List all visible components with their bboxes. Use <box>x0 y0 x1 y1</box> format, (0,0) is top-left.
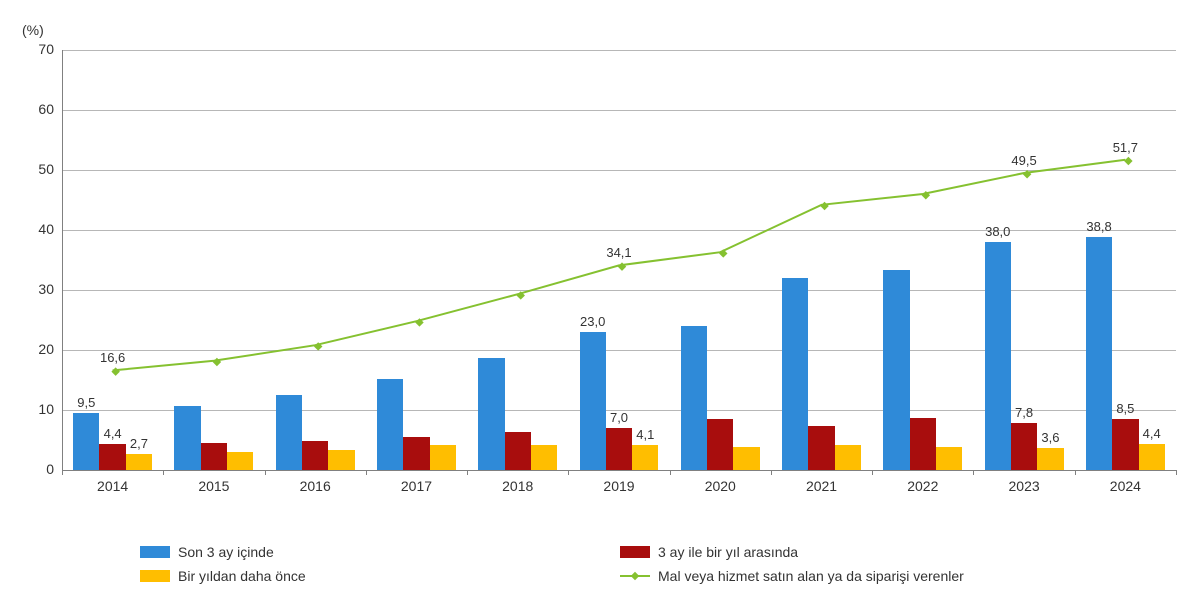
bar-data-label: 7,8 <box>1015 405 1033 420</box>
line-marker <box>111 367 119 375</box>
x-tick-label: 2017 <box>401 478 432 494</box>
x-tick-mark <box>973 470 974 475</box>
x-tick-mark <box>872 470 873 475</box>
x-tick-label: 2015 <box>198 478 229 494</box>
legend-item: Son 3 ay içinde <box>140 540 620 564</box>
bar-data-label: 4,4 <box>1143 426 1161 441</box>
bar-data-label: 3,6 <box>1041 430 1059 445</box>
legend-item: Mal veya hizmet satın alan ya da sipariş… <box>620 564 1100 588</box>
legend-swatch <box>620 575 650 577</box>
line-marker <box>820 202 828 210</box>
x-tick-label: 2023 <box>1009 478 1040 494</box>
line-marker <box>1124 157 1132 165</box>
bar-data-label: 2,7 <box>130 436 148 451</box>
x-tick-label: 2014 <box>97 478 128 494</box>
x-tick-mark <box>1075 470 1076 475</box>
x-tick-mark <box>568 470 569 475</box>
x-tick-label: 2016 <box>300 478 331 494</box>
bar-data-label: 38,0 <box>985 224 1010 239</box>
bar-data-label: 38,8 <box>1086 219 1111 234</box>
x-tick-mark <box>62 470 63 475</box>
line-series-layer <box>0 0 1200 616</box>
line-series <box>113 160 1126 371</box>
bar-data-label: 4,1 <box>636 427 654 442</box>
x-tick-mark <box>265 470 266 475</box>
x-tick-label: 2024 <box>1110 478 1141 494</box>
line-data-label: 51,7 <box>1113 140 1138 155</box>
legend-swatch <box>620 546 650 558</box>
legend-label: Son 3 ay içinde <box>178 544 274 560</box>
legend-swatch <box>140 546 170 558</box>
bar-data-label: 8,5 <box>1116 401 1134 416</box>
line-data-label: 34,1 <box>606 245 631 260</box>
x-tick-label: 2021 <box>806 478 837 494</box>
legend-item: Bir yıldan daha önce <box>140 564 620 588</box>
x-tick-mark <box>163 470 164 475</box>
x-tick-label: 2020 <box>705 478 736 494</box>
x-tick-label: 2019 <box>603 478 634 494</box>
x-tick-mark <box>1176 470 1177 475</box>
bar-data-label: 23,0 <box>580 314 605 329</box>
legend: Son 3 ay içinde 3 ay ile bir yıl arasında… <box>140 540 1140 588</box>
line-data-label: 16,6 <box>100 350 125 365</box>
bar-data-label: 7,0 <box>610 410 628 425</box>
x-tick-mark <box>467 470 468 475</box>
bar-data-label: 9,5 <box>77 395 95 410</box>
chart-container: (%) 010203040506070 9,54,42,723,07,04,13… <box>0 0 1200 616</box>
legend-swatch <box>140 570 170 582</box>
legend-label: Mal veya hizmet satın alan ya da sipariş… <box>658 568 964 584</box>
legend-label: Bir yıldan daha önce <box>178 568 306 584</box>
legend-item: 3 ay ile bir yıl arasında <box>620 540 1100 564</box>
x-tick-label: 2018 <box>502 478 533 494</box>
line-data-label: 49,5 <box>1011 153 1036 168</box>
x-tick-mark <box>771 470 772 475</box>
x-tick-mark <box>670 470 671 475</box>
x-tick-label: 2022 <box>907 478 938 494</box>
legend-label: 3 ay ile bir yıl arasında <box>658 544 798 560</box>
bar-data-label: 4,4 <box>104 426 122 441</box>
x-tick-mark <box>366 470 367 475</box>
